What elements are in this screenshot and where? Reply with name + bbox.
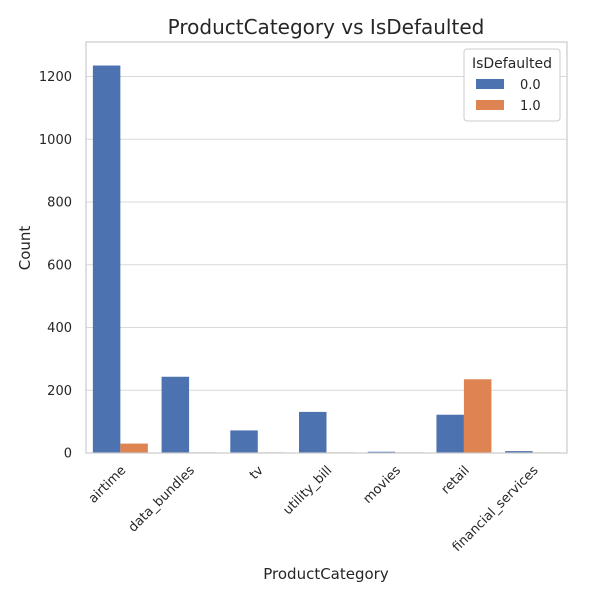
bar: [299, 411, 327, 453]
y-tick-label: 400: [47, 321, 72, 336]
bar: [161, 376, 190, 453]
y-axis-label: Count: [16, 226, 34, 271]
bar: [463, 379, 492, 453]
bar: [92, 65, 121, 454]
x-tick-label: data_bundles: [126, 463, 198, 535]
y-tick-label: 1200: [39, 70, 72, 85]
legend-title: IsDefaulted: [472, 56, 552, 72]
bar: [230, 430, 258, 453]
y-tick-label: 600: [47, 258, 72, 273]
x-tick-label: tv: [247, 463, 267, 483]
y-tick-label: 1000: [39, 133, 72, 148]
x-axis-label: ProductCategory: [263, 565, 389, 583]
x-tick-label: movies: [360, 463, 404, 507]
legend-label-1: 1.0: [520, 99, 541, 114]
bar: [367, 451, 396, 453]
gridlines: [86, 76, 567, 454]
y-tick-labels: 0 200 400 600 800 1000 1200: [39, 70, 72, 461]
bars: [92, 65, 561, 454]
bar: [120, 443, 148, 453]
x-tick-label: retail: [439, 463, 473, 497]
legend-label-0: 0.0: [520, 78, 541, 93]
y-tick-label: 200: [47, 384, 72, 399]
y-tick-label: 800: [47, 196, 72, 211]
bar: [436, 414, 464, 453]
legend-swatch-1: [476, 100, 504, 110]
bar: [505, 451, 533, 453]
x-tick-label: airtime: [86, 463, 129, 506]
legend: IsDefaulted 0.0 1.0: [463, 48, 561, 122]
chart-title: ProductCategory vs IsDefaulted: [168, 15, 485, 39]
plot-frame: [85, 41, 568, 454]
y-tick-label: 0: [64, 447, 72, 462]
x-tick-label: utility_bill: [280, 463, 335, 518]
legend-swatch-0: [476, 79, 504, 89]
